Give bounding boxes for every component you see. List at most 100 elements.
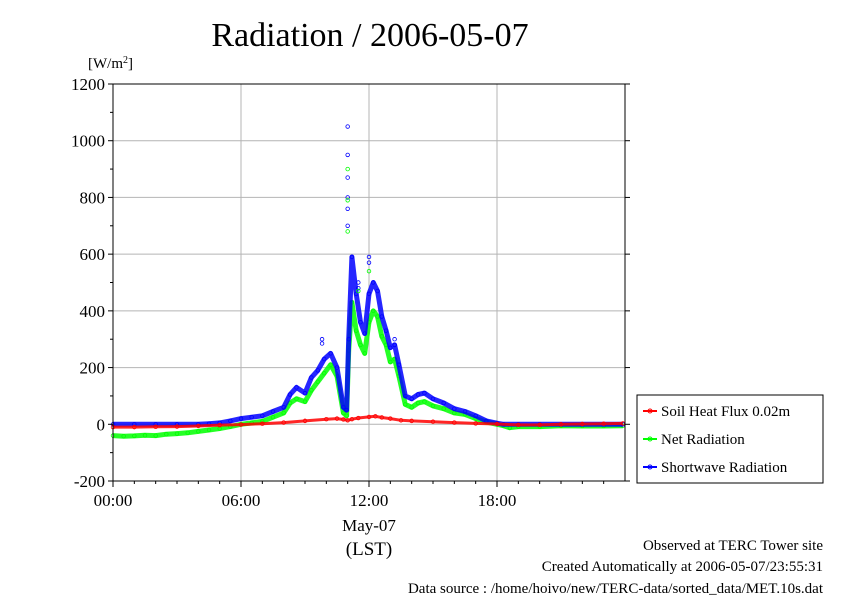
data-point-shortwave-radiation xyxy=(415,392,421,397)
y-tick-label: 200 xyxy=(80,359,106,378)
y-tick-label: 600 xyxy=(80,245,106,264)
data-point-soil-heat-flux-0-02m xyxy=(153,424,158,430)
data-point-shortwave-radiation xyxy=(379,314,384,319)
spike-point xyxy=(392,337,397,342)
data-point-shortwave-radiation xyxy=(383,328,389,333)
spike-point xyxy=(345,175,350,180)
y-tick-label: 800 xyxy=(80,188,106,207)
data-point-soil-heat-flux-0-02m xyxy=(388,416,393,421)
data-point-soil-heat-flux-0-02m xyxy=(537,422,542,428)
data-point-net-radiation xyxy=(185,430,190,435)
data-point-soil-heat-flux-0-02m xyxy=(345,418,350,423)
x-axis-ticks: 00:00 06:00 12:00 18:00 xyxy=(94,481,605,510)
data-point-net-radiation xyxy=(309,388,314,393)
spike-point xyxy=(392,342,397,348)
data-point-soil-heat-flux-0-02m xyxy=(281,420,286,425)
data-point-net-radiation xyxy=(270,414,276,420)
data-point-shortwave-radiation xyxy=(441,400,446,406)
data-point-soil-heat-flux-0-02m xyxy=(398,418,404,423)
data-point-soil-heat-flux-0-02m xyxy=(494,421,500,427)
y-tick-label: -200 xyxy=(74,472,105,491)
data-point-shortwave-radiation xyxy=(452,406,457,411)
data-point-net-radiation xyxy=(302,399,308,404)
data-point-soil-heat-flux-0-02m xyxy=(196,423,201,429)
spike-point xyxy=(356,285,361,291)
data-point-soil-heat-flux-0-02m xyxy=(366,414,372,420)
data-point-shortwave-radiation xyxy=(302,390,308,396)
data-point-net-radiation xyxy=(281,410,286,416)
data-point-shortwave-radiation xyxy=(362,331,367,336)
data-point-soil-heat-flux-0-02m xyxy=(217,422,222,428)
data-point-shortwave-radiation xyxy=(375,288,380,294)
data-point-soil-heat-flux-0-02m xyxy=(516,422,521,428)
data-point-shortwave-radiation xyxy=(349,254,355,260)
data-point-soil-heat-flux-0-02m xyxy=(132,424,137,430)
data-point-net-radiation xyxy=(441,406,446,411)
spike-point xyxy=(345,166,350,172)
data-point-net-radiation xyxy=(142,433,148,438)
data-point-shortwave-radiation xyxy=(260,413,265,418)
data-point-soil-heat-flux-0-02m xyxy=(601,421,606,426)
data-point-soil-heat-flux-0-02m xyxy=(349,416,355,422)
data-point-net-radiation xyxy=(403,402,408,407)
data-point-soil-heat-flux-0-02m xyxy=(174,424,180,429)
data-point-net-radiation xyxy=(121,433,126,439)
data-point-soil-heat-flux-0-02m xyxy=(409,418,414,424)
data-point-shortwave-radiation xyxy=(396,362,402,367)
data-point-net-radiation xyxy=(379,334,384,339)
y-tick-label: 400 xyxy=(80,302,106,321)
data-point-net-radiation xyxy=(415,400,421,406)
legend: Soil Heat Flux 0.02m Net Radiation Shortwa… xyxy=(636,394,824,484)
y-axis-label-sup: 2 xyxy=(123,55,128,66)
data-point-net-radiation xyxy=(430,403,436,409)
data-point-net-radiation xyxy=(344,413,349,418)
chart-title: Radiation / 2006-05-07 xyxy=(211,17,528,54)
data-point-shortwave-radiation xyxy=(334,365,340,370)
data-point-net-radiation xyxy=(409,405,414,410)
data-point-net-radiation xyxy=(153,433,158,438)
data-point-net-radiation xyxy=(341,410,346,416)
data-point-shortwave-radiation xyxy=(270,409,276,414)
data-point-net-radiation xyxy=(358,342,363,348)
note-data-source: Data source : /home/hoivo/new/TERC-data/… xyxy=(408,581,824,595)
x-tick-label: 18:00 xyxy=(478,491,517,510)
data-point-net-radiation xyxy=(294,396,299,401)
data-point-soil-heat-flux-0-02m xyxy=(341,417,346,422)
data-point-shortwave-radiation xyxy=(281,405,286,410)
data-point-shortwave-radiation xyxy=(346,337,351,342)
data-point-net-radiation xyxy=(388,359,393,365)
data-point-shortwave-radiation xyxy=(315,368,320,373)
data-point-shortwave-radiation xyxy=(249,414,254,420)
data-point-shortwave-radiation xyxy=(238,416,244,421)
data-point-shortwave-radiation xyxy=(294,385,299,390)
data-point-soil-heat-flux-0-02m xyxy=(238,422,244,427)
data-point-shortwave-radiation xyxy=(322,356,327,362)
data-point-shortwave-radiation xyxy=(228,418,233,424)
spike-point xyxy=(356,288,361,294)
spike-point xyxy=(345,223,350,228)
series-line-soil-heat-flux-0-02m xyxy=(113,414,623,429)
data-point-shortwave-radiation xyxy=(388,345,393,350)
data-point-soil-heat-flux-0-02m xyxy=(373,414,378,419)
data-point-shortwave-radiation xyxy=(358,320,363,325)
legend-items: Soil Heat Flux 0.02m Net Radiation Shortwa… xyxy=(643,404,791,476)
data-point-net-radiation xyxy=(164,432,169,437)
data-point-soil-heat-flux-0-02m xyxy=(334,416,340,421)
data-point-net-radiation xyxy=(422,399,427,404)
legend-box xyxy=(636,394,824,484)
data-point-net-radiation xyxy=(315,379,320,384)
data-point-shortwave-radiation xyxy=(309,375,314,380)
legend-label: Shortwave Radiation xyxy=(661,460,788,476)
data-point-shortwave-radiation xyxy=(422,390,427,396)
y-axis-label-base: [W/m xyxy=(88,56,123,72)
legend-label: Net Radiation xyxy=(661,432,745,448)
spike-point xyxy=(345,206,350,211)
spike-point xyxy=(345,198,350,203)
data-point-shortwave-radiation xyxy=(354,291,359,297)
x-tick-label: 06:00 xyxy=(222,491,261,510)
legend-marker xyxy=(647,436,653,442)
data-point-net-radiation xyxy=(354,328,359,333)
spike-point xyxy=(345,229,350,234)
data-point-net-radiation xyxy=(362,351,367,356)
spike-point xyxy=(366,260,372,265)
